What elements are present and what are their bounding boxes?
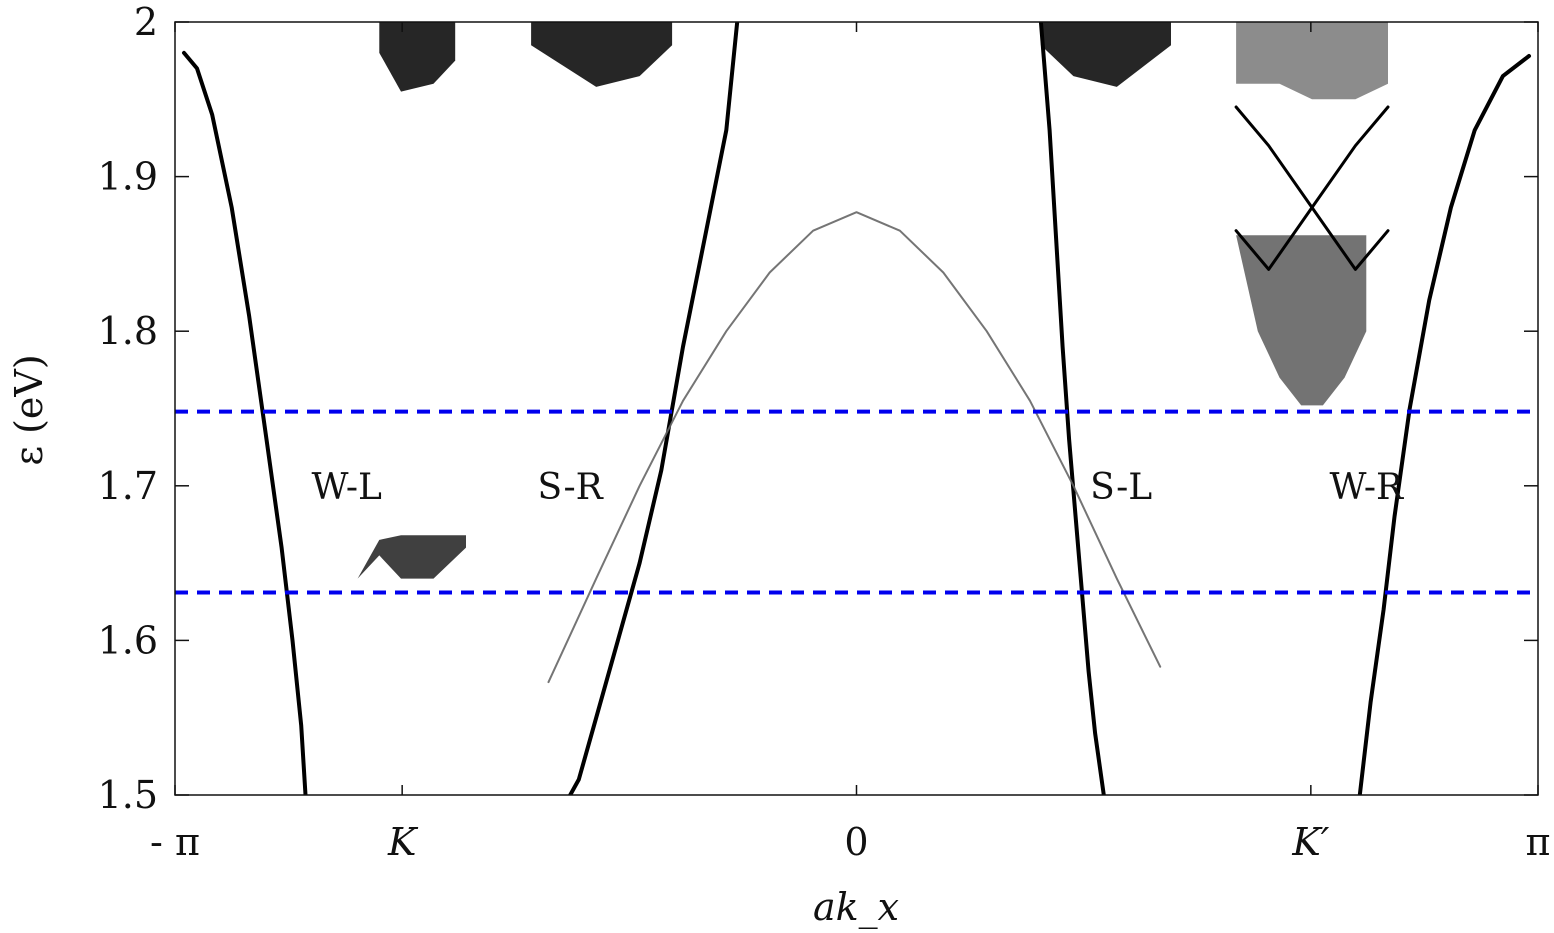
band-continuum-5: [1040, 22, 1171, 87]
band-continuum-6: [1236, 22, 1388, 100]
x-tick-label-4: K′: [1291, 820, 1329, 864]
band-curve-1: [182, 50, 308, 795]
band-continuum-1: [357, 535, 466, 579]
band-curves: [182, 22, 1531, 795]
annotation-w-r: W-R: [1329, 467, 1404, 508]
y-tick-label-1: 1.5: [98, 773, 158, 817]
tick-labels: - π K 0 K′ π 1.5 1.6 1.7 1.8 1.9 2: [98, 0, 1551, 864]
y-tick-label-6: 2: [134, 0, 158, 44]
annotation-s-r: S-R: [538, 467, 604, 508]
band-curve-2: [568, 22, 740, 795]
plot-frame: [174, 21, 1539, 796]
reference-lines: [175, 409, 1538, 595]
band-curve-4: [1357, 54, 1531, 795]
band-curve-7: [1234, 105, 1390, 271]
band-continuum-3: [379, 22, 456, 92]
x-tick-label-1: - π: [150, 820, 200, 864]
y-tick-label-5: 1.9: [98, 155, 158, 199]
y-tick-label-4: 1.8: [98, 309, 158, 353]
x-axis-label: ak_x: [813, 885, 899, 930]
x-tick-label-5: π: [1526, 820, 1551, 864]
y-axis-label: ε (eV): [7, 354, 51, 465]
annotation-s-l: S-L: [1090, 467, 1152, 508]
axis-ticks: [174, 21, 1539, 796]
y-tick-label-3: 1.7: [98, 464, 158, 508]
band-curve-5: [547, 211, 1162, 684]
band-continuum-2: [1236, 235, 1367, 406]
x-tick-label-2: K: [387, 820, 419, 864]
x-tick-label-3: 0: [844, 820, 868, 864]
y-tick-label-2: 1.6: [98, 618, 158, 662]
annotations: W-L S-R S-L W-R: [311, 467, 1404, 508]
plot-area: [175, 22, 1538, 795]
band-continuum-4: [531, 22, 673, 87]
annotation-w-l: W-L: [311, 467, 382, 508]
band-continua: [357, 22, 1388, 579]
band-curve-3: [1038, 22, 1106, 795]
